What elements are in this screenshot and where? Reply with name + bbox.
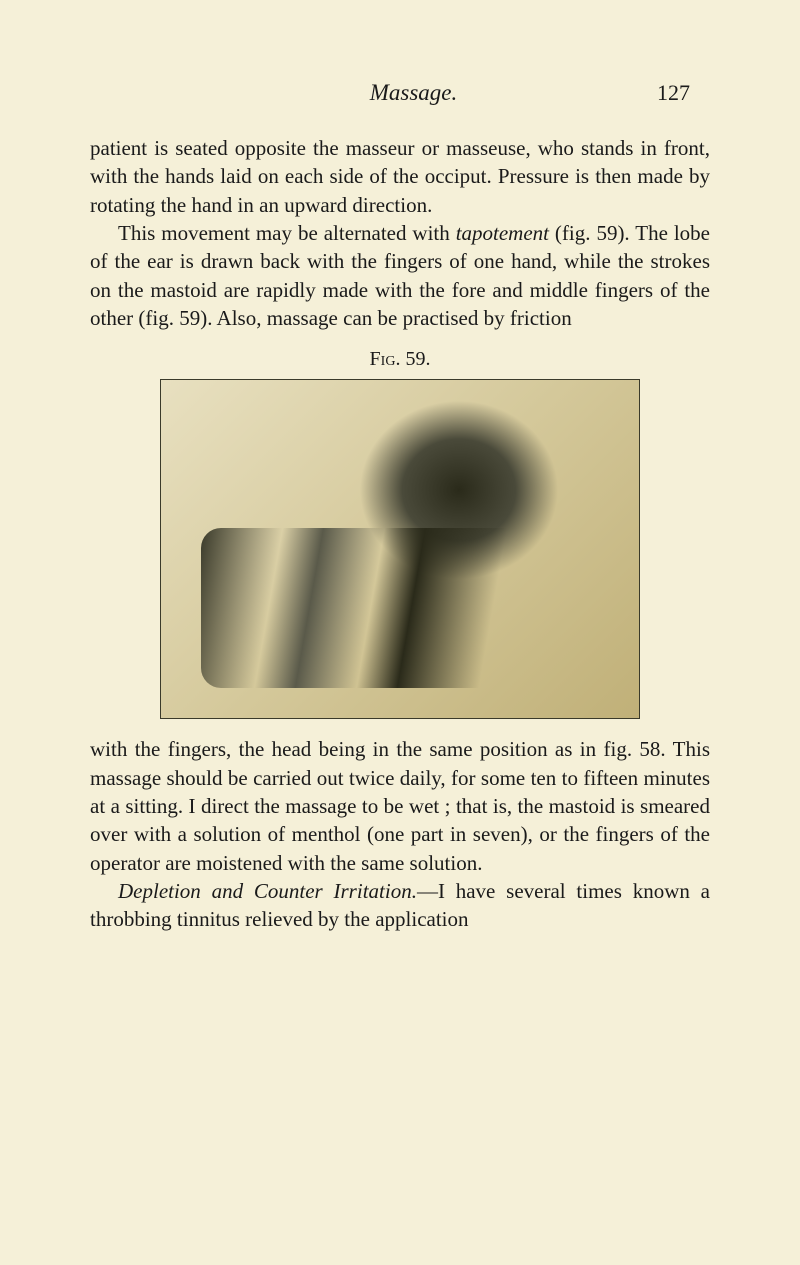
paragraph-4-italic: Depletion and Counter Irritation.	[118, 879, 417, 903]
paragraph-2-part1: This movement may be alternated with	[118, 221, 456, 245]
figure-label-prefix: Fig.	[370, 348, 401, 370]
figure-label: Fig. 59.	[90, 348, 710, 371]
paragraph-2: This movement may be alternated with tap…	[90, 219, 710, 332]
paragraph-2-italic: tapotement	[456, 221, 549, 245]
figure-container	[90, 379, 710, 719]
paragraph-3: with the fingers, the head being in the …	[90, 735, 710, 877]
page-header: Massage. 127	[90, 80, 710, 106]
paragraph-3-text: with the fingers, the head being in the …	[90, 737, 710, 874]
page-number: 127	[657, 80, 690, 106]
figure-illustration	[160, 379, 640, 719]
header-title: Massage.	[170, 80, 657, 106]
paragraph-4: Depletion and Counter Irritation.—I have…	[90, 877, 710, 934]
figure-label-number: 59.	[400, 348, 430, 370]
paragraph-1: patient is seated opposite the masseur o…	[90, 134, 710, 219]
paragraph-1-text: patient is seated opposite the masseur o…	[90, 136, 710, 217]
